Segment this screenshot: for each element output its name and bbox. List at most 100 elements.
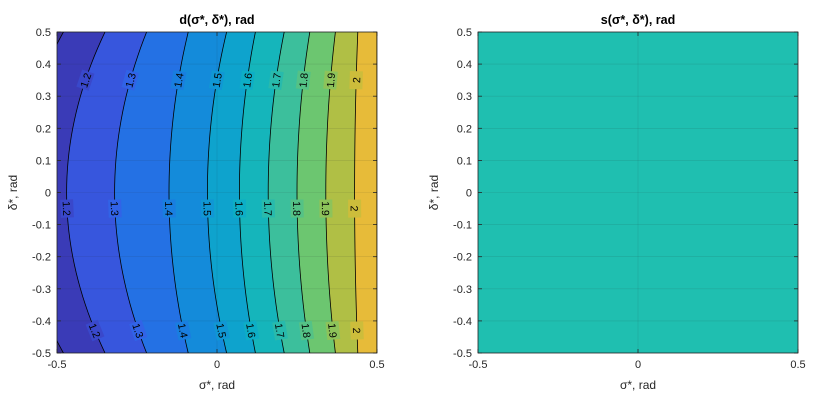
contour-label-text: 1.7 — [272, 322, 286, 339]
y-tick-label: 0.5 — [457, 27, 472, 39]
contour-label-bg — [325, 320, 341, 341]
contour-labels: 1.2 1.2 1.2 1.3 1.3 1.3 1.4 1.4 1.4 1.5 1.5 1.5 1.6 1… — [60, 69, 364, 342]
contour-label-text: 1.3 — [123, 72, 139, 89]
contour-label-text: 1.6 — [243, 322, 257, 339]
contour-label: 1.3 — [108, 199, 122, 218]
contour-label-bg — [298, 320, 315, 341]
contour-label-bg — [170, 70, 187, 91]
x-tick-label: 0 — [214, 359, 220, 371]
contour-label-text: 1.3 — [108, 201, 121, 216]
contour-label-text: 1.6 — [232, 201, 244, 216]
contour-label-bg — [243, 320, 260, 341]
contour-label-bg — [162, 199, 176, 218]
contour-label: 1.5 — [213, 320, 230, 341]
contour-label-bg — [121, 69, 139, 91]
contour-label-bg — [349, 70, 363, 90]
contour-label-text: 2 — [351, 77, 363, 83]
contour-label-text: 1.8 — [299, 323, 313, 339]
contour-label-bg — [348, 199, 362, 218]
y-tick-label: 0 — [45, 188, 51, 200]
contour-label-bg — [239, 70, 255, 90]
contour-label: 1.6 — [239, 70, 255, 90]
contour-label-bg — [200, 199, 215, 218]
contour-label-bg — [261, 199, 276, 218]
contour-label-text: 2 — [348, 206, 360, 212]
contour-label-text: 1.9 — [325, 323, 338, 339]
contour-label: 2 — [350, 321, 364, 340]
contour-label: 1.9 — [319, 199, 333, 218]
contour-label-bg — [268, 70, 284, 90]
y-tick-label: -0.5 — [453, 348, 472, 360]
y-tick-label: 0.5 — [36, 27, 51, 39]
contour-label: 1.8 — [298, 320, 315, 341]
contour-label-text: 1.4 — [172, 72, 186, 89]
contour-label: 1.4 — [162, 199, 176, 218]
right-contour-panel: -0.5 -0.4 -0.3 -0.2 -0.1 0 0.1 0.2 0.3 0.4 0.5 -0.5… — [427, 13, 806, 392]
contour-label: 1.9 — [323, 70, 338, 90]
contour-label-text: 2 — [350, 327, 362, 333]
contour-label-bg — [272, 320, 288, 341]
x-axis-label: σ*, rad — [620, 378, 656, 392]
contour-label: 1.4 — [170, 70, 187, 91]
contour-label-text: 1.5 — [200, 201, 212, 216]
contour-label-bg — [108, 199, 122, 218]
y-tick-label: -0.3 — [32, 284, 51, 296]
contour-label-text: 1.5 — [213, 322, 228, 339]
contour-label: 1.9 — [325, 320, 341, 341]
x-tick-label: -0.5 — [48, 359, 67, 371]
left-contour-panel: -0.5 -0.4 -0.3 -0.2 -0.1 0 0.1 0.2 0.3 0.4 0.5 -0.5… — [6, 13, 385, 392]
contour-label-text: 1.9 — [325, 72, 338, 88]
contour-label: 1.8 — [295, 70, 311, 90]
chart-title: s(σ*, δ*), rad — [601, 13, 675, 27]
contour-label-bg — [76, 69, 95, 91]
contour-label: 2 — [348, 199, 362, 218]
contour-label-bg — [323, 70, 338, 90]
contour-label: 1.6 — [232, 199, 247, 218]
contour-band — [376, 32, 377, 353]
contour-label-bg — [85, 319, 105, 342]
y-tick-label: -0.2 — [32, 252, 51, 264]
contour-label: 1.8 — [290, 199, 304, 218]
contour-label: 1.7 — [268, 70, 284, 90]
contour-label-bg — [175, 320, 192, 341]
contour-label-text: 1.7 — [261, 201, 273, 216]
x-tick-label: 0.5 — [369, 359, 384, 371]
contour-label-bg — [208, 70, 225, 91]
y-axis-label: δ*, rad — [427, 175, 441, 210]
contour-label: 1.7 — [261, 199, 276, 218]
x-axis-label: σ*, rad — [199, 378, 235, 392]
contour-fill-constant — [478, 32, 798, 353]
contour-label-text: 1.6 — [241, 72, 255, 88]
contour-label: 1.2 — [60, 199, 74, 218]
contour-label: 1.3 — [129, 319, 148, 342]
contour-label: 1.4 — [175, 320, 192, 341]
y-tick-label: 0.4 — [36, 59, 51, 71]
y-tick-label: -0.1 — [453, 220, 472, 232]
contour-label: 1.6 — [243, 320, 260, 341]
contour-label-bg — [60, 199, 74, 218]
contour-label-text: 1.9 — [319, 201, 331, 216]
x-tick-label: 0.5 — [790, 359, 805, 371]
contour-label-text: 1.3 — [129, 322, 145, 340]
y-tick-label: 0.3 — [457, 91, 472, 103]
contour-label-text: 1.2 — [78, 71, 94, 89]
contour-label-text: 1.4 — [162, 201, 174, 216]
contour-label-bg — [213, 320, 230, 341]
contour-label: 1.7 — [272, 320, 288, 341]
contour-label-bg — [319, 199, 333, 218]
y-tick-label: -0.4 — [32, 316, 51, 328]
y-tick-label: -0.3 — [453, 284, 472, 296]
y-tick-label: 0.3 — [36, 91, 51, 103]
y-tick-label: 0 — [466, 188, 472, 200]
y-tick-label: -0.1 — [32, 220, 51, 232]
y-tick-label: -0.5 — [32, 348, 51, 360]
contour-label: 1.3 — [121, 69, 139, 91]
y-tick-label: -0.2 — [453, 252, 472, 264]
y-axis-label: δ*, rad — [6, 175, 20, 210]
contour-label-text: 1.8 — [297, 72, 311, 88]
contour-label-bg — [350, 321, 364, 340]
y-tick-label: 0.2 — [457, 123, 472, 135]
contour-label-bg — [232, 199, 247, 218]
contour-label-text: 1.2 — [60, 201, 73, 216]
